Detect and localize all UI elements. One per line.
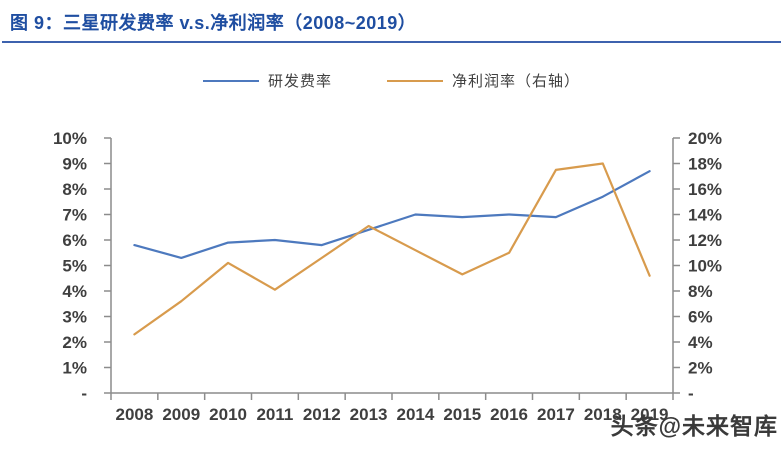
left-axis-tick-label: 10% xyxy=(53,129,87,148)
x-axis-year-label: 2013 xyxy=(350,405,388,424)
left-axis-tick-label: 8% xyxy=(62,180,87,199)
x-axis-year-label: 2016 xyxy=(490,405,528,424)
left-axis-tick-label: 6% xyxy=(62,231,87,250)
right-axis-tick-label: 6% xyxy=(688,308,713,327)
right-axis-tick-label: 8% xyxy=(688,282,713,301)
legend-line-sample-blue xyxy=(202,79,259,82)
right-axis-tick-label: 14% xyxy=(688,206,722,225)
x-axis-year-label: 2015 xyxy=(443,405,481,424)
left-axis-tick-label: 2% xyxy=(62,333,87,352)
right-axis-tick-label: 16% xyxy=(688,180,722,199)
left-axis-tick-label: 7% xyxy=(62,206,87,225)
left-axis-tick-label: 5% xyxy=(62,257,87,276)
left-axis-tick-label: - xyxy=(81,384,87,403)
left-axis-tick-label: 4% xyxy=(62,282,87,301)
x-axis-year-label: 2019 xyxy=(631,405,669,424)
series-line-net-margin xyxy=(133,162,651,336)
watermark-text: 头条@未来智库 xyxy=(610,413,778,439)
left-axis-tick-label: 3% xyxy=(62,308,87,327)
right-axis-tick-label: 20% xyxy=(688,129,722,148)
right-axis-tick-label: 2% xyxy=(688,359,713,378)
x-axis-year-label: 2017 xyxy=(537,405,575,424)
x-axis-year-label: 2010 xyxy=(209,405,247,424)
legend-item-rd-ratio: 研发费率 xyxy=(202,70,332,91)
series-line-rd-ratio xyxy=(133,170,651,259)
right-axis-tick-label: 4% xyxy=(688,333,713,352)
right-axis-tick-label: 10% xyxy=(688,257,722,276)
legend-label-rd-ratio: 研发费率 xyxy=(267,73,332,90)
x-axis-year-label: 2014 xyxy=(397,405,435,424)
chart-legend: 研发费率 净利润率（右轴） xyxy=(0,70,783,91)
legend-item-net-margin: 净利润率（右轴） xyxy=(387,70,580,91)
figure-title: 图 9：三星研发费率 v.s.净利润率（2008~2019） xyxy=(10,13,417,33)
legend-line-sample-orange xyxy=(387,79,443,82)
right-axis-tick-label: 12% xyxy=(688,231,722,250)
x-axis-year-label: 2018 xyxy=(584,405,622,424)
x-axis-year-label: 2008 xyxy=(116,405,154,424)
left-axis-tick-label: 9% xyxy=(62,155,87,174)
left-axis-tick-label: 1% xyxy=(62,359,87,378)
x-axis-year-label: 2012 xyxy=(303,405,341,424)
title-divider xyxy=(2,41,781,43)
x-axis-year-label: 2011 xyxy=(256,405,293,424)
x-axis-year-label: 2009 xyxy=(162,405,200,424)
right-axis-tick-label: - xyxy=(688,384,694,403)
right-axis-tick-label: 18% xyxy=(688,155,722,174)
legend-label-net-margin: 净利润率（右轴） xyxy=(452,73,581,90)
